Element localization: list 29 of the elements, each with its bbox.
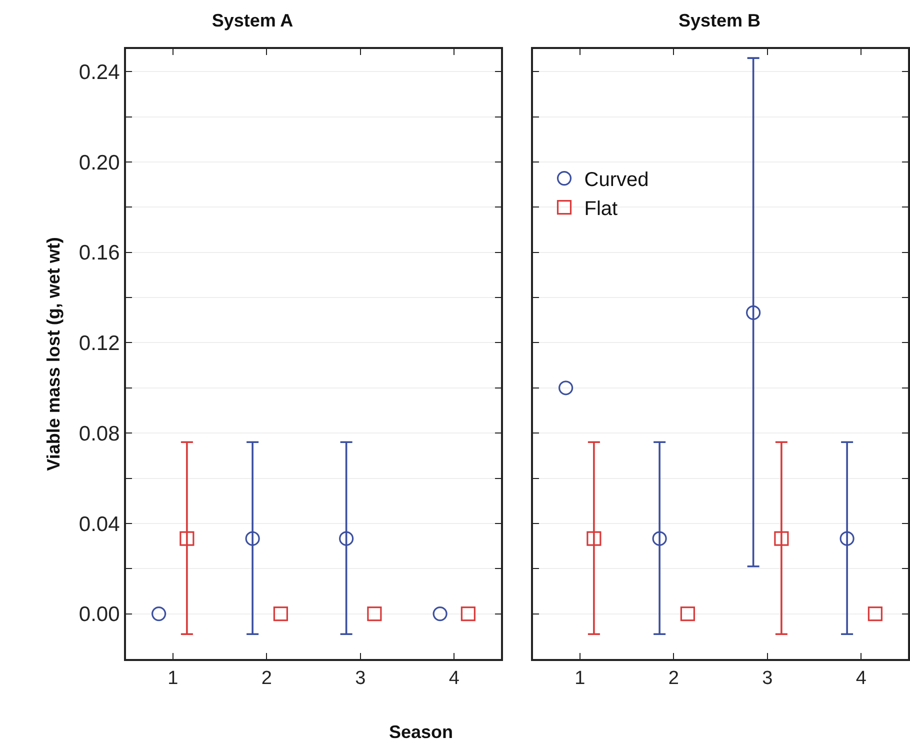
y-tick-label: 0.04 bbox=[78, 512, 120, 536]
y-tick-label: 0.20 bbox=[78, 151, 120, 174]
legend-label: Flat bbox=[584, 198, 618, 220]
x-tick-label: 3 bbox=[762, 668, 773, 689]
chart-title: System B bbox=[678, 10, 761, 31]
point bbox=[840, 531, 854, 546]
x-tick-label: 1 bbox=[574, 668, 586, 689]
x-tick-label: 3 bbox=[355, 668, 366, 689]
y-tick-label: 0.12 bbox=[78, 332, 120, 356]
chart-title: System A bbox=[212, 10, 294, 31]
y-tick-label: 0.16 bbox=[78, 242, 120, 265]
y-tick-label: 0.00 bbox=[78, 603, 120, 626]
y-axis-title: Viable mass lost (g, wet wt) bbox=[44, 237, 64, 471]
y-tick-label: 0.08 bbox=[78, 422, 120, 446]
point bbox=[680, 606, 695, 622]
y-tick-label: 0.24 bbox=[78, 60, 120, 84]
x-tick-label: 4 bbox=[448, 668, 460, 689]
x-tick-label: 4 bbox=[856, 668, 867, 689]
x-axis-title: Season bbox=[389, 722, 454, 742]
x-tick-label: 2 bbox=[668, 668, 679, 689]
point bbox=[586, 531, 602, 546]
point bbox=[868, 606, 882, 622]
legend-label: Curved bbox=[584, 169, 649, 192]
point bbox=[746, 305, 761, 320]
point bbox=[774, 531, 789, 546]
x-tick-label: 2 bbox=[261, 668, 272, 689]
x-tick-label: 1 bbox=[168, 668, 178, 689]
point bbox=[558, 380, 574, 396]
point bbox=[652, 531, 667, 546]
